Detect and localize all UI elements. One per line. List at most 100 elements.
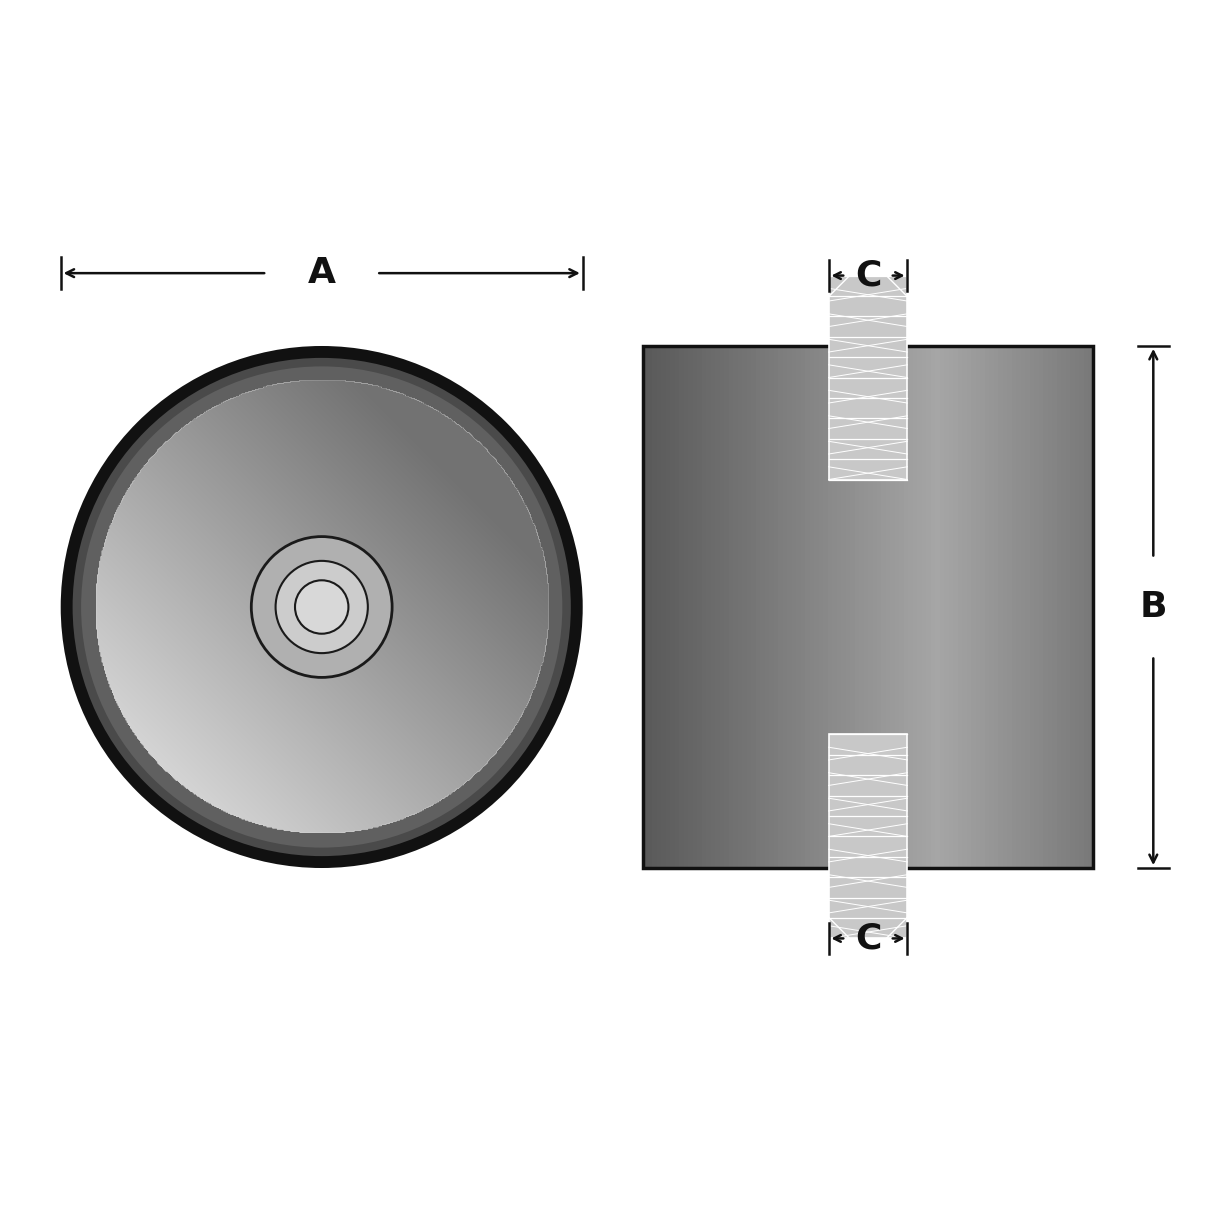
Bar <box>1088 346 1094 868</box>
Bar <box>949 346 954 868</box>
Circle shape <box>61 346 583 868</box>
Bar <box>985 346 991 868</box>
Circle shape <box>276 561 368 653</box>
Bar <box>1084 346 1089 868</box>
Bar <box>981 346 986 868</box>
Bar <box>891 346 896 868</box>
Bar <box>963 346 968 868</box>
Bar <box>680 346 685 868</box>
Bar <box>958 346 964 868</box>
Bar <box>832 346 838 868</box>
Bar <box>665 346 671 868</box>
Text: B: B <box>1140 590 1167 624</box>
Bar <box>697 346 703 868</box>
Bar <box>1025 346 1031 868</box>
Bar <box>908 346 914 868</box>
Bar <box>711 346 716 868</box>
Bar <box>823 346 829 868</box>
Bar <box>918 346 923 868</box>
Bar <box>662 346 668 868</box>
Bar <box>863 346 869 868</box>
Bar <box>921 346 927 868</box>
Bar <box>1079 346 1085 868</box>
Bar <box>751 346 758 868</box>
Bar <box>657 346 663 868</box>
Bar <box>845 346 851 868</box>
Bar <box>904 346 909 868</box>
Bar <box>787 346 793 868</box>
Bar <box>688 346 694 868</box>
Bar <box>747 346 753 868</box>
Bar <box>670 346 676 868</box>
Bar <box>966 346 972 868</box>
Bar <box>733 346 739 868</box>
Bar <box>860 346 864 868</box>
Bar <box>886 346 892 868</box>
Text: C: C <box>855 921 881 955</box>
Bar <box>770 346 775 868</box>
Bar <box>877 346 883 868</box>
Bar <box>1053 346 1057 868</box>
Bar <box>1056 346 1062 868</box>
Bar <box>738 346 743 868</box>
Text: A: A <box>307 256 336 290</box>
Bar <box>648 346 653 868</box>
Bar <box>829 734 908 938</box>
Bar <box>944 346 951 868</box>
Bar <box>778 346 784 868</box>
Bar <box>1011 346 1017 868</box>
Bar <box>818 346 824 868</box>
Bar <box>1003 346 1009 868</box>
Bar <box>873 346 878 868</box>
Bar <box>994 346 999 868</box>
Bar <box>683 346 690 868</box>
Bar <box>841 346 847 868</box>
Bar <box>935 346 941 868</box>
Bar <box>1008 346 1012 868</box>
Bar <box>850 346 856 868</box>
Bar <box>675 346 681 868</box>
Bar <box>652 346 658 868</box>
Bar <box>976 346 982 868</box>
Bar <box>913 346 919 868</box>
Bar <box>829 276 908 480</box>
Bar <box>989 346 995 868</box>
Bar <box>1048 346 1054 868</box>
Circle shape <box>81 367 562 847</box>
Bar <box>725 346 730 868</box>
Bar <box>765 346 771 868</box>
Bar <box>881 346 887 868</box>
Bar <box>828 346 833 868</box>
Bar <box>728 346 734 868</box>
Bar <box>1039 346 1044 868</box>
Text: C: C <box>855 259 881 293</box>
Bar <box>829 734 908 938</box>
Bar <box>1016 346 1022 868</box>
Bar <box>815 346 819 868</box>
Bar <box>1061 346 1067 868</box>
Circle shape <box>251 537 392 677</box>
Bar <box>829 276 908 480</box>
Bar <box>900 346 906 868</box>
Bar <box>693 346 698 868</box>
Bar <box>805 346 811 868</box>
Bar <box>855 346 861 868</box>
Bar <box>940 346 946 868</box>
Bar <box>1021 346 1026 868</box>
Bar <box>643 346 649 868</box>
Bar <box>643 346 1093 868</box>
Bar <box>783 346 788 868</box>
Bar <box>1043 346 1049 868</box>
Bar <box>702 346 708 868</box>
Bar <box>801 346 806 868</box>
Bar <box>1029 346 1036 868</box>
Bar <box>715 346 721 868</box>
Bar <box>998 346 1004 868</box>
Bar <box>1070 346 1076 868</box>
Bar <box>796 346 802 868</box>
Circle shape <box>73 358 571 856</box>
Bar <box>773 346 779 868</box>
Bar <box>926 346 932 868</box>
Bar <box>792 346 798 868</box>
Bar <box>810 346 816 868</box>
